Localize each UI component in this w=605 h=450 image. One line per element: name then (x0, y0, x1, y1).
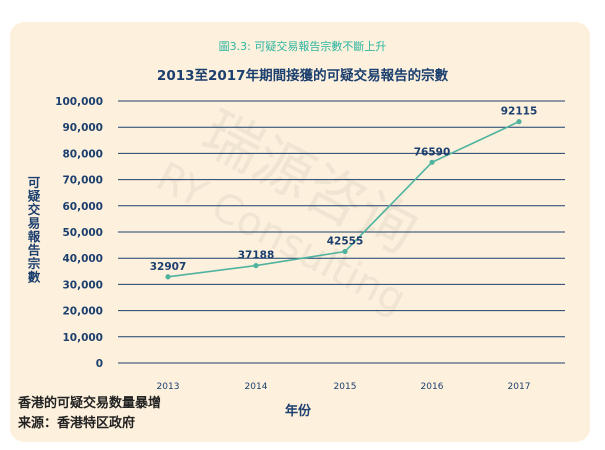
y-tick-label: 50,000 (62, 227, 103, 239)
y-tick-label: 80,000 (62, 148, 103, 160)
x-tick-label: 2014 (245, 382, 268, 392)
data-label: 92115 (501, 106, 538, 118)
y-tick-label: 90,000 (62, 122, 103, 134)
y-tick-label: 70,000 (62, 175, 103, 187)
y-tick-labels: 0 10,000 20,000 30,000 40,000 50,000 60,000 70,… (55, 96, 103, 370)
x-tick-label: 2015 (334, 382, 357, 392)
data-labels: 32907 37188 42555 76590 92115 (150, 106, 538, 273)
chart-title: 2013至2017年期間接獲的可疑交易報告的宗數 (156, 68, 449, 84)
data-point (429, 159, 435, 165)
data-point (165, 274, 171, 280)
data-point (253, 262, 259, 269)
data-point (342, 248, 348, 255)
data-point (516, 119, 522, 125)
note-line-1: 香港的可疑交易数量暴增 (18, 396, 162, 411)
y-tick-label: 40,000 (62, 253, 103, 265)
x-tick-labels: 2013 2014 2015 2016 2017 (157, 382, 531, 392)
y-tick-label: 0 (96, 358, 103, 370)
series (165, 119, 522, 280)
data-label: 37188 (238, 250, 275, 262)
data-label: 42555 (327, 236, 364, 248)
y-axis-title-wrap: 可疑交易報告宗數 (24, 160, 42, 300)
x-tick-label: 2017 (508, 382, 531, 392)
x-tick-label: 2013 (157, 382, 180, 392)
data-label: 32907 (150, 261, 187, 273)
figure-caption: 圖3.3: 可疑交易報告宗數不斷上升 (218, 40, 387, 53)
y-tick-label: 100,000 (55, 96, 103, 108)
gridlines (118, 100, 565, 364)
y-tick-label: 60,000 (62, 201, 103, 213)
data-label: 76590 (414, 146, 451, 158)
note-line-2: 来源：香港特区政府 (18, 416, 136, 431)
y-tick-label: 10,000 (62, 332, 103, 344)
y-tick-label: 30,000 (62, 279, 103, 291)
x-tick-label: 2016 (421, 382, 444, 392)
y-tick-label: 20,000 (62, 306, 103, 318)
y-axis-title: 可疑交易報告宗數 (25, 176, 41, 284)
x-axis-title: 年份 (285, 404, 312, 419)
